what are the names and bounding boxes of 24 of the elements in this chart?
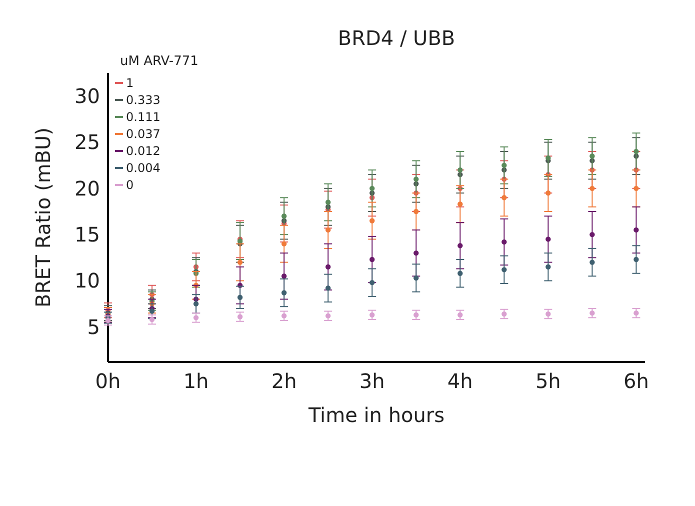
x-tick-label: 0h bbox=[95, 369, 121, 393]
x-tick-label: 1h bbox=[183, 369, 209, 393]
y-axis-title: BRET Ratio (mBU) bbox=[31, 128, 55, 308]
legend-label: 0.012 bbox=[126, 144, 160, 158]
x-tick-label: 6h bbox=[623, 369, 649, 393]
legend-label: 0.333 bbox=[126, 93, 160, 108]
x-tick-label: 5h bbox=[535, 369, 561, 393]
legend-label: 1 bbox=[126, 76, 134, 90]
legend-title: uM ARV-771 bbox=[120, 54, 198, 69]
chart-title: BRD4 / UBB bbox=[338, 26, 456, 50]
y-tick-label: 5 bbox=[87, 314, 100, 339]
legend-label: 0.004 bbox=[126, 161, 160, 176]
x-tick-label: 2h bbox=[271, 369, 297, 393]
legend-label: 0 bbox=[126, 178, 134, 192]
legend-label: 0.037 bbox=[126, 127, 160, 142]
y-tick-label: 20 bbox=[74, 176, 100, 200]
y-tick-label: 30 bbox=[74, 84, 100, 108]
y-tick-label: 10 bbox=[74, 268, 100, 293]
y-tick-label: 15 bbox=[74, 222, 100, 247]
x-axis-title: Time in hours bbox=[307, 403, 445, 427]
x-tick-label: 4h bbox=[447, 369, 473, 393]
x-tick-label: 3h bbox=[359, 369, 385, 393]
y-tick-label: 25 bbox=[74, 130, 100, 154]
legend-label: 0.111 bbox=[126, 110, 160, 124]
